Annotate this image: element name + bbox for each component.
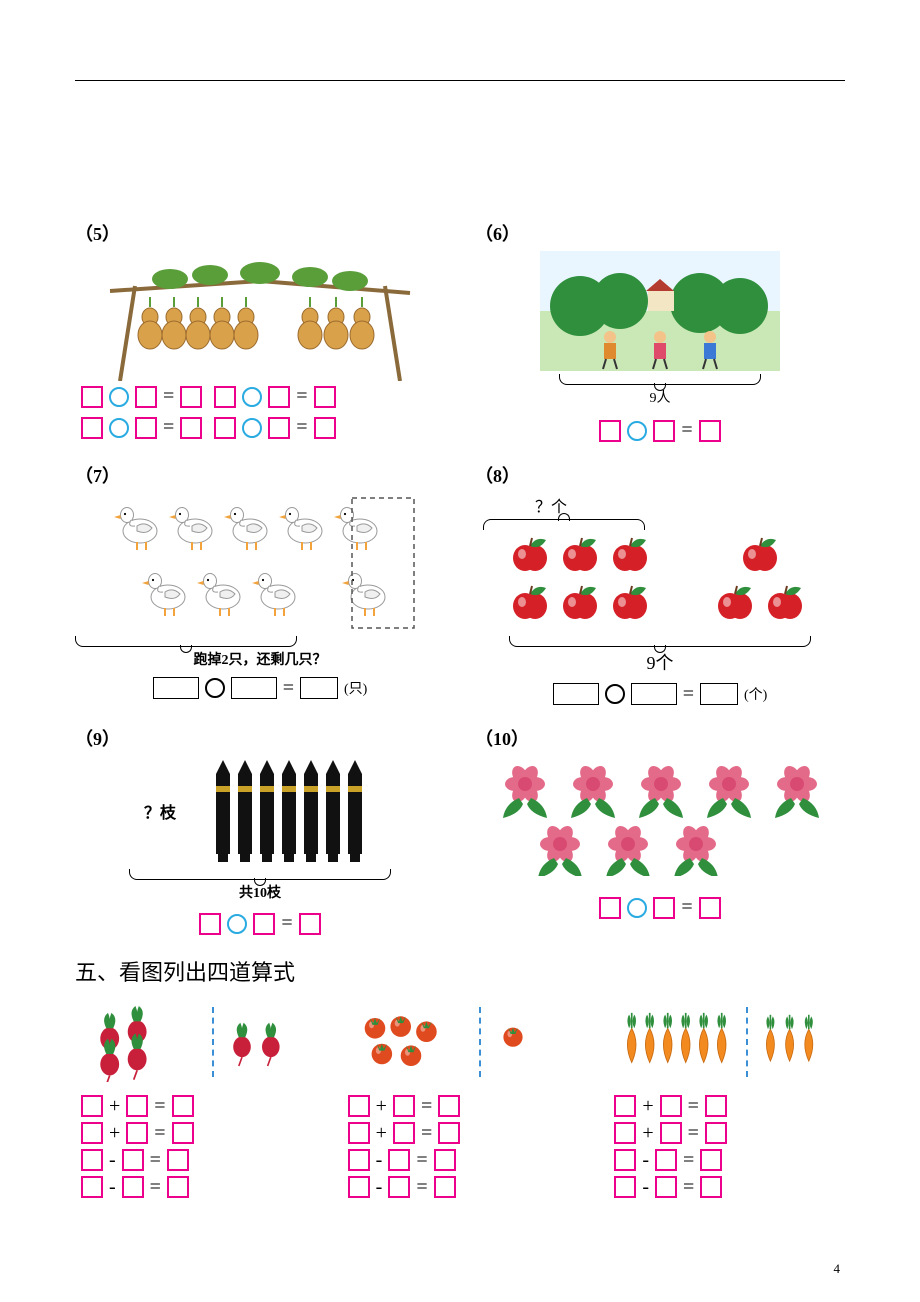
sec5-eq-tomato-3: -= [348,1176,573,1199]
eq-7: = (只) [153,677,368,700]
section-5-title: 五、看图列出四道算式 [75,955,845,987]
sec5-eq-radish-0: += [81,1095,306,1118]
sec5-eq-tomato-2: -= [348,1149,573,1172]
problem-9: （9） ？枝 共10枝 = [75,725,445,940]
sec5-group-radish: += += -= -= [75,997,312,1203]
sec5-eq-carrot-1: += [614,1122,839,1145]
flower-illustration [475,756,845,876]
sec5-eq-carrot-3: -= [614,1176,839,1199]
eq-5-c: = [81,416,202,439]
sec5-eq-carrot-2: -= [614,1149,839,1172]
worksheet-page: （5） [0,0,920,1302]
top-rule [75,80,845,81]
gourd-svg [100,251,420,381]
problem-5: （5） [75,220,445,447]
eq-5-a: = [81,385,202,408]
apple-svg [500,533,820,633]
question-7: 跑掉2只，还剩几只？ [194,649,327,669]
sec5-eq-tomato-1: += [348,1122,573,1145]
eq-8: = (个) [553,683,768,706]
pen-row: ？枝 [75,756,445,866]
problem-6: （6） 9人 = [475,220,845,447]
geese-svg [100,493,420,633]
brace-6 [559,374,761,385]
label-8: （8） [475,462,845,488]
sec5-illustration-tomato [342,997,579,1087]
row-5-6: （5） [75,220,845,447]
pen-svg [206,756,376,866]
problem-7: （7） 跑掉2只，还剩几只？ = (只) [75,462,445,711]
brace-7 [75,636,297,647]
row-9-10: （9） ？枝 共10枝 = （10） = [75,725,845,940]
label-7: （7） [75,462,445,488]
brace-8-top [483,519,645,530]
sec5-illustration-carrot [608,997,845,1087]
eq-5-d: = [214,416,335,439]
sec5-eq-tomato-0: += [348,1095,573,1118]
park-svg [540,251,780,371]
page-number: 4 [834,1261,841,1277]
sec5-eqs-radish: += += -= -= [75,1095,312,1199]
apple-illustration: ？个 9个 = (个) [475,493,845,711]
sec5-illustration-radish [75,997,312,1087]
label-5: （5） [75,220,445,246]
eq-9: = [199,912,320,935]
sec5-eqs-carrot: += += -= -= [608,1095,845,1199]
brace-8-bottom [509,636,811,647]
flower-svg [490,756,830,876]
text-left-9: ？枝 [144,799,176,823]
label-9: （9） [75,725,445,751]
problem-8: （8） ？个 9个 = (个) [475,462,845,711]
eq-5-b: = [214,385,335,408]
geese-illustration: 跑掉2只，还剩几只？ = (只) [75,493,445,705]
problem-10: （10） = [475,725,845,940]
sec5-eq-carrot-0: += [614,1095,839,1118]
eq-6: = [599,419,720,442]
sec5-eq-radish-1: += [81,1122,306,1145]
gourd-illustration [75,251,445,381]
brace-9 [129,869,391,880]
eq-grid-5: = = = = [75,381,445,443]
sec5-group-tomato: += += -= -= [342,997,579,1203]
label-10: （10） [475,725,845,751]
sec5-eq-radish-3: -= [81,1176,306,1199]
eq-10: = [599,896,720,919]
sec5-group-carrot: += += -= -= [608,997,845,1203]
section-5-row: += += -= -= += += -= -= += += -= -= [75,997,845,1203]
unit-7: (只) [344,678,367,698]
row-7-8: （7） 跑掉2只，还剩几只？ = (只) （8） ？个 [75,462,845,711]
sec5-eq-radish-2: -= [81,1149,306,1172]
unit-8: (个) [744,684,767,704]
park-illustration: 9人 = [475,251,845,447]
sec5-eqs-tomato: += += -= -= [342,1095,579,1199]
label-6: （6） [475,220,845,246]
